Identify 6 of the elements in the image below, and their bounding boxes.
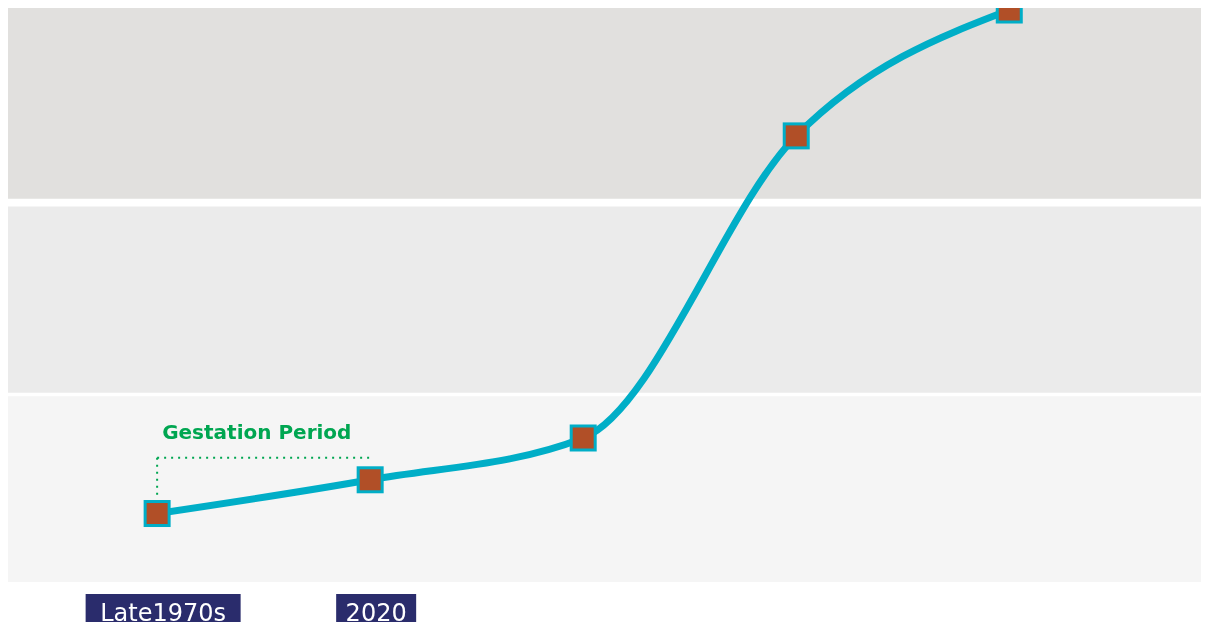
point [143,500,171,528]
annotation: Gestation Period [162,419,352,444]
x-tick-label: 2020 [345,599,407,627]
point [569,424,597,452]
point [356,466,384,494]
x-tick-label: Late1970s [100,599,227,627]
